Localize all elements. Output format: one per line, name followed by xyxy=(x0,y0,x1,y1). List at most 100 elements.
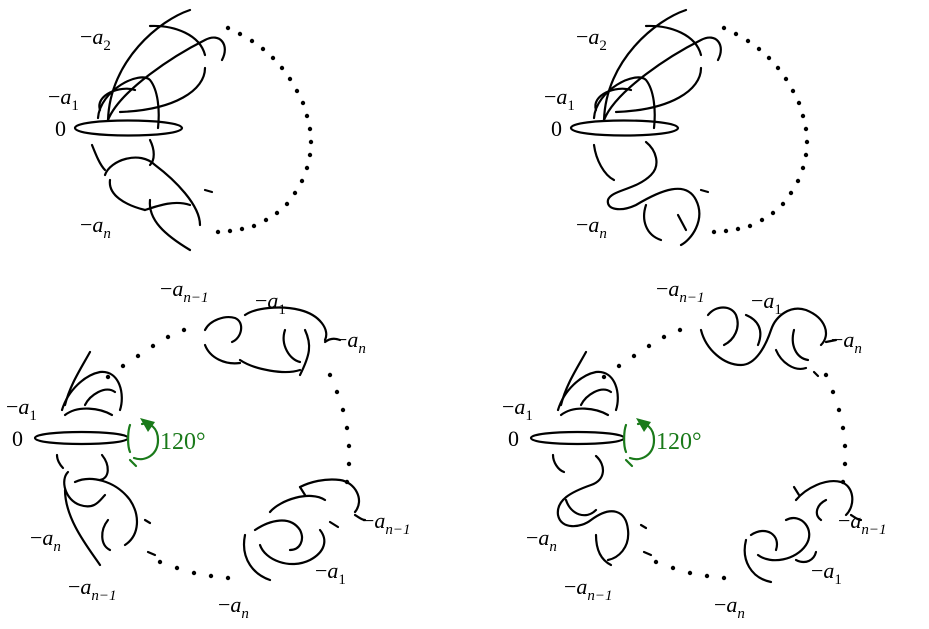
strand xyxy=(774,348,808,370)
dotted-arc-right xyxy=(327,372,352,485)
strand xyxy=(559,407,610,417)
strand xyxy=(643,203,663,242)
strand xyxy=(148,138,155,167)
label-neg-an-left: −an xyxy=(526,525,557,555)
strand xyxy=(644,24,703,57)
strand xyxy=(744,313,762,347)
strand xyxy=(298,485,307,497)
dotted-arc xyxy=(711,25,810,235)
strand xyxy=(743,538,773,584)
dotted-arc xyxy=(215,25,314,235)
label-neg-an: −an xyxy=(576,212,607,242)
label-zero: 0 xyxy=(55,116,66,141)
label-rotation: 120° xyxy=(160,429,206,455)
panel-bottom-right: 120° xyxy=(502,276,887,622)
zero-framed-ring xyxy=(529,430,626,446)
strand xyxy=(353,513,367,522)
strand xyxy=(98,453,109,482)
strand xyxy=(706,306,739,347)
strand xyxy=(849,513,863,522)
strand xyxy=(268,494,327,514)
dotted-arc-lower xyxy=(157,559,231,581)
label-neg-an-1-right: −an−1 xyxy=(838,508,887,538)
strand xyxy=(83,388,117,407)
strand xyxy=(323,337,342,344)
label-neg-an-1-left: −an−1 xyxy=(68,574,117,604)
label-neg-a1-ring: −a1 xyxy=(502,394,533,424)
strand xyxy=(564,498,598,517)
strand xyxy=(106,8,192,122)
strand xyxy=(203,316,243,344)
strand xyxy=(108,178,147,212)
rotation-tick xyxy=(127,423,132,454)
panel-top-left: −a2 −a1 0 −an xyxy=(48,8,314,252)
label-neg-an-left: −an xyxy=(30,525,61,555)
strand xyxy=(606,140,701,247)
label-neg-an-1-top: −an−1 xyxy=(656,276,705,306)
strand xyxy=(556,370,619,412)
zero-framed-ring xyxy=(569,119,680,137)
dotted-arc-upper xyxy=(105,327,187,380)
strand xyxy=(203,343,242,365)
strand xyxy=(592,143,616,182)
panel-top-right: −a2 −a1 0 −an xyxy=(544,8,810,247)
label-zero: 0 xyxy=(551,116,562,141)
strand xyxy=(756,517,811,562)
strand xyxy=(282,328,302,364)
strand xyxy=(579,388,613,407)
strand xyxy=(614,66,703,114)
strand xyxy=(238,358,302,374)
label-neg-an: −an xyxy=(80,212,111,242)
strand xyxy=(118,66,207,114)
strand xyxy=(594,533,613,567)
strand xyxy=(203,188,214,194)
strand xyxy=(815,498,828,522)
strand xyxy=(551,453,566,474)
strand xyxy=(106,36,226,122)
strand xyxy=(749,529,779,552)
strand xyxy=(63,407,114,417)
strand xyxy=(60,370,123,412)
strand xyxy=(556,454,630,562)
label-neg-an-top: −an xyxy=(831,327,862,357)
label-rotation: 120° xyxy=(656,429,702,455)
strand xyxy=(101,518,112,552)
strand xyxy=(602,36,722,122)
label-neg-a1-ring: −a1 xyxy=(6,394,37,424)
dotted-arc-right xyxy=(823,372,848,485)
label-zero: 0 xyxy=(508,426,519,451)
strand xyxy=(103,156,202,227)
strand xyxy=(328,520,340,529)
strand xyxy=(243,306,328,342)
label-neg-a1-top: −a1 xyxy=(751,288,782,318)
rotation-arc xyxy=(132,422,160,461)
strand xyxy=(96,76,160,130)
rotation-arrowhead-icon xyxy=(636,418,651,432)
label-neg-a1-bottom: −a1 xyxy=(315,558,346,588)
rotation-tick xyxy=(623,423,628,454)
strand xyxy=(258,528,326,565)
label-neg-a1-top: −a1 xyxy=(255,288,286,318)
label-neg-an-bottom: −an xyxy=(218,592,249,622)
strand xyxy=(676,213,688,232)
label-neg-a1-bottom: −a1 xyxy=(811,558,842,588)
strand xyxy=(253,519,304,552)
strand xyxy=(699,188,710,194)
label-neg-a2: −a2 xyxy=(576,24,607,54)
label-zero: 0 xyxy=(12,426,23,451)
zero-framed-ring xyxy=(73,119,184,137)
strand xyxy=(146,550,157,557)
panel-bottom-left: 120° xyxy=(6,276,411,622)
strand xyxy=(594,87,633,112)
strand xyxy=(592,76,656,130)
strand xyxy=(602,8,688,122)
label-neg-a1: −a1 xyxy=(48,84,79,114)
zero-framed-ring xyxy=(33,430,130,446)
strand xyxy=(148,24,207,57)
strand xyxy=(90,143,107,172)
strand xyxy=(242,533,272,582)
label-neg-an-bottom: −an xyxy=(714,592,745,622)
rotation-arc xyxy=(628,422,656,461)
